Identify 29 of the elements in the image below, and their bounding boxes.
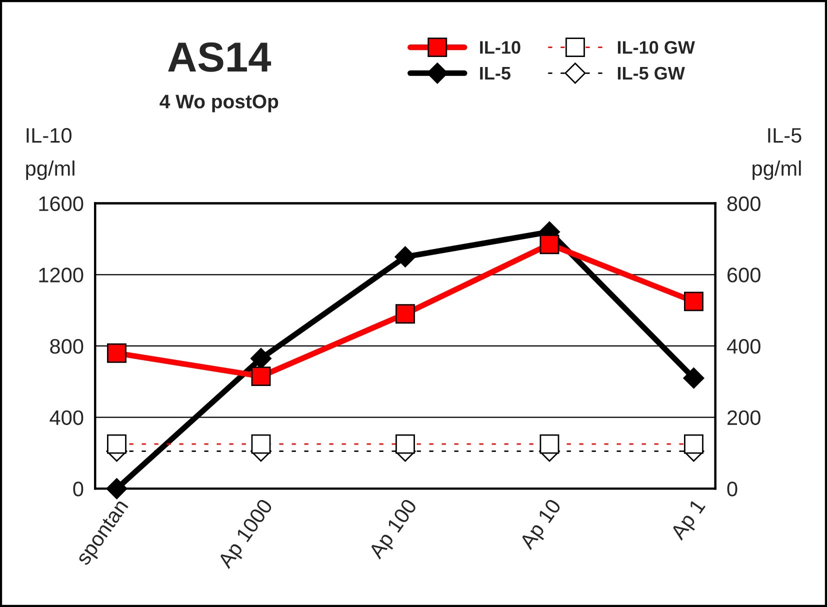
x-tick-label: Ap 10 xyxy=(518,498,565,553)
point xyxy=(684,292,704,312)
y2-tick-label: 0 xyxy=(727,482,738,496)
legend-label: IL-5 GW xyxy=(618,66,685,80)
y2-axis-title: IL-5 pg/ml xyxy=(752,128,802,180)
y2-tick-label: 800 xyxy=(727,196,760,212)
point xyxy=(250,348,272,369)
legend-label: IL-10 xyxy=(480,41,520,54)
y-axis-title: IL-10 pg/ml xyxy=(26,128,74,180)
y-tick-label: 0 xyxy=(73,482,84,496)
y-tick-label: 1600 xyxy=(39,196,84,212)
point xyxy=(251,366,271,386)
point xyxy=(540,234,560,254)
chart-subtitle: 4 Wo postOp xyxy=(160,94,278,112)
chart-title: AS14 xyxy=(168,42,272,72)
y-tick-label: 400 xyxy=(50,410,84,426)
point xyxy=(394,246,416,268)
legend-label: IL-5 xyxy=(480,67,510,80)
y-tick-label: 800 xyxy=(50,338,84,354)
point xyxy=(107,343,126,363)
point xyxy=(683,368,704,389)
y2-tick-label: 600 xyxy=(728,268,760,282)
y2-tick-label: 200 xyxy=(728,410,760,426)
y2-tick-label: 400 xyxy=(726,338,760,354)
y-tick-label: 1200 xyxy=(39,268,84,282)
point xyxy=(396,304,415,324)
x-tick-label: Ap 1 xyxy=(670,498,710,544)
legend-label: IL-10 GW xyxy=(618,41,695,54)
x-tick-label: Ap 100 xyxy=(368,498,421,562)
